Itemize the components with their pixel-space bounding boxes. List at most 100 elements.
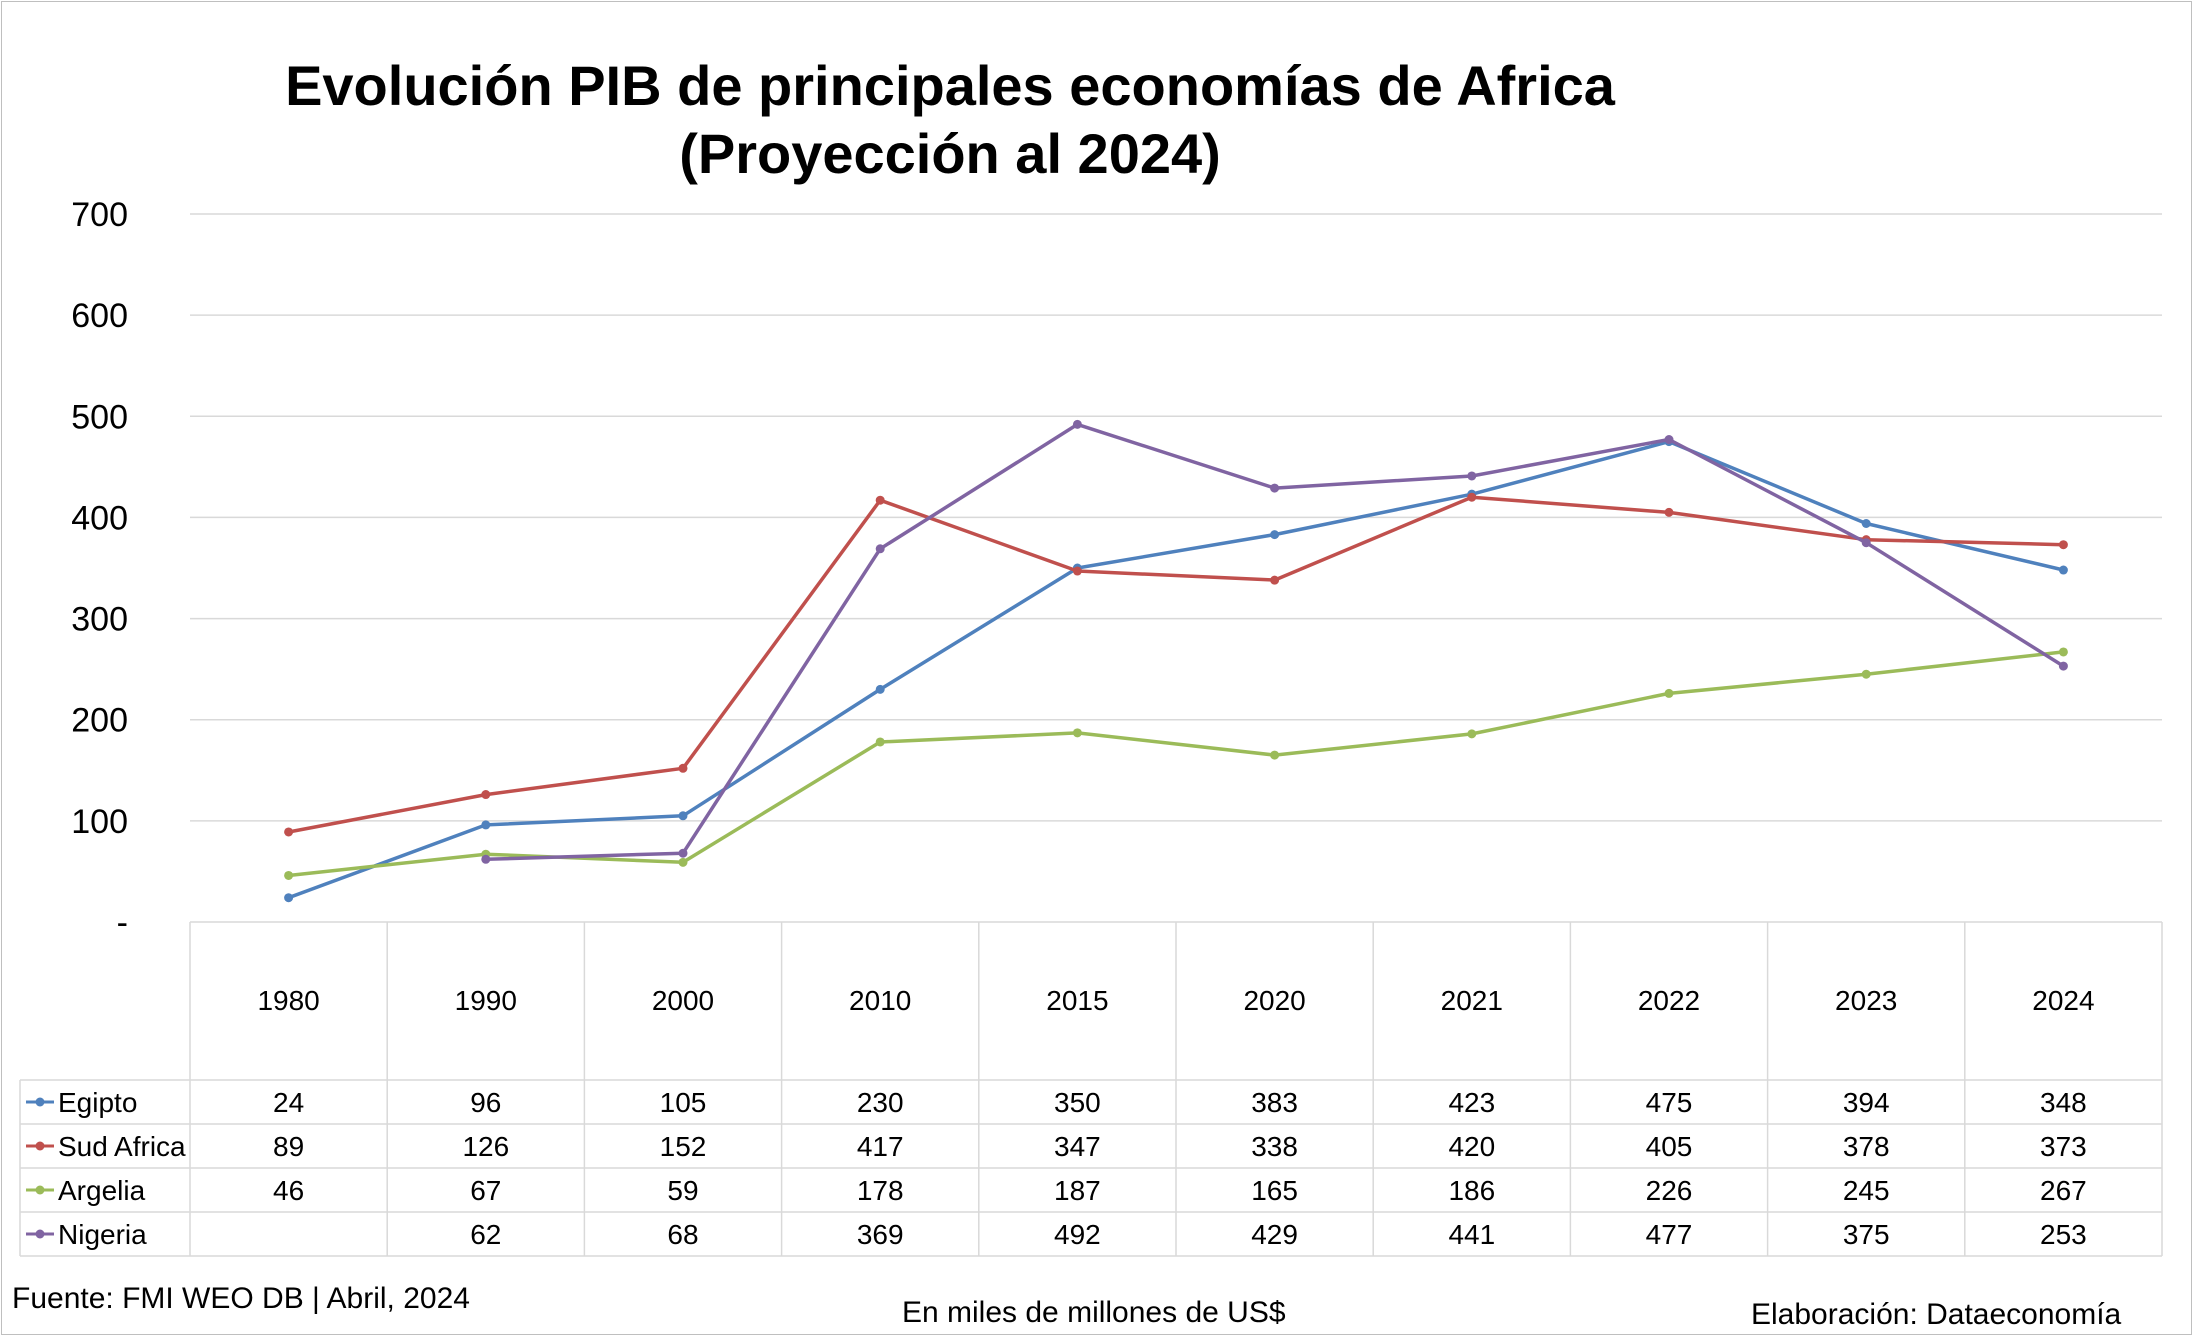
- data-point: [481, 790, 491, 800]
- x-tick-label: 2023: [1835, 985, 1897, 1016]
- data-table-value: 475: [1646, 1087, 1693, 1118]
- x-tick-label: 1990: [455, 985, 517, 1016]
- data-table-value: 369: [857, 1219, 904, 1250]
- data-table-value: 375: [1843, 1219, 1890, 1250]
- data-table-value: 267: [2040, 1175, 2087, 1206]
- data-table-value: 383: [1251, 1087, 1298, 1118]
- data-point: [1467, 729, 1477, 739]
- data-point: [678, 857, 688, 867]
- data-point: [1270, 575, 1280, 585]
- data-table-value: 477: [1646, 1219, 1693, 1250]
- x-tick-label: 2000: [652, 985, 714, 1016]
- data-point: [2058, 647, 2068, 657]
- data-table-value: 62: [470, 1219, 501, 1250]
- y-tick-label: 500: [71, 398, 128, 436]
- legend-key-marker: [35, 1141, 45, 1151]
- data-point: [481, 820, 491, 830]
- data-table-value: 226: [1646, 1175, 1693, 1206]
- data-point: [875, 544, 885, 554]
- data-table-value: 245: [1843, 1175, 1890, 1206]
- data-table-value: 46: [273, 1175, 304, 1206]
- data-point: [1467, 492, 1477, 502]
- legend-label: Nigeria: [58, 1219, 147, 1250]
- data-point: [1072, 728, 1082, 738]
- data-table-value: 165: [1251, 1175, 1298, 1206]
- data-table-value: 126: [462, 1131, 509, 1162]
- x-tick-label: 2021: [1441, 985, 1503, 1016]
- data-table-value: 68: [667, 1219, 698, 1250]
- data-point: [1861, 669, 1871, 679]
- data-table-value: 186: [1448, 1175, 1495, 1206]
- data-table-value: 24: [273, 1087, 304, 1118]
- data-point: [481, 854, 491, 864]
- chart-title: Evolución PIB de principales economías d…: [285, 54, 1615, 185]
- y-tick-label: 100: [71, 803, 128, 841]
- legend-label: Sud Africa: [58, 1131, 186, 1162]
- y-tick-label: 200: [71, 702, 128, 740]
- data-table-value: 105: [660, 1087, 707, 1118]
- x-tick-label: 2020: [1243, 985, 1305, 1016]
- data-point: [678, 848, 688, 858]
- data-point: [678, 811, 688, 821]
- y-tick-label: -: [117, 904, 128, 942]
- credit-note: Elaboración: Dataeconomía: [1751, 1298, 2122, 1331]
- data-table-value: 350: [1054, 1087, 1101, 1118]
- data-table-value: 441: [1448, 1219, 1495, 1250]
- legend-label: Egipto: [58, 1087, 137, 1118]
- legend-key-marker: [35, 1185, 45, 1195]
- x-tick-label: 1980: [257, 985, 319, 1016]
- x-tick-label: 2015: [1046, 985, 1108, 1016]
- data-table-value: 338: [1251, 1131, 1298, 1162]
- data-point: [284, 893, 294, 903]
- data-point: [2058, 565, 2068, 575]
- data-point: [1072, 419, 1082, 429]
- units-note: En miles de millones de US$: [902, 1296, 1286, 1329]
- data-point: [1664, 688, 1674, 698]
- data-table-value: 253: [2040, 1219, 2087, 1250]
- data-point: [875, 495, 885, 505]
- data-table-value: 230: [857, 1087, 904, 1118]
- data-table-value: 347: [1054, 1131, 1101, 1162]
- data-table-value: 67: [470, 1175, 501, 1206]
- data-table-value: 373: [2040, 1131, 2087, 1162]
- data-point: [1861, 518, 1871, 528]
- data-point: [1270, 483, 1280, 493]
- data-table-value: 89: [273, 1131, 304, 1162]
- data-point: [284, 870, 294, 880]
- data-table-value: 96: [470, 1087, 501, 1118]
- data-point: [1467, 471, 1477, 481]
- data-table-value: 420: [1448, 1131, 1495, 1162]
- data-point: [2058, 540, 2068, 550]
- legend-key-marker: [35, 1097, 45, 1107]
- data-point: [1072, 566, 1082, 576]
- data-table-value: 152: [660, 1131, 707, 1162]
- source-note: Fuente: FMI WEO DB | Abril, 2024: [12, 1282, 470, 1315]
- data-table-value: 59: [667, 1175, 698, 1206]
- data-point: [284, 827, 294, 837]
- data-point: [875, 737, 885, 747]
- data-point: [1861, 538, 1871, 548]
- data-table-value: 417: [857, 1131, 904, 1162]
- data-table-value: 378: [1843, 1131, 1890, 1162]
- data-table-value: 492: [1054, 1219, 1101, 1250]
- data-point: [678, 763, 688, 773]
- y-tick-label: 300: [71, 601, 128, 639]
- data-point: [1270, 750, 1280, 760]
- data-point: [1664, 507, 1674, 517]
- y-tick-label: 700: [71, 196, 128, 234]
- series-line-argelia: [286, 650, 2066, 878]
- data-table-value: 187: [1054, 1175, 1101, 1206]
- data-point: [1664, 435, 1674, 445]
- data-table-value: 423: [1448, 1087, 1495, 1118]
- x-tick-label: 2024: [2032, 985, 2094, 1016]
- data-table-value: 178: [857, 1175, 904, 1206]
- y-tick-label: 600: [71, 297, 128, 335]
- series-line-sud-africa: [286, 495, 2066, 834]
- data-table-value: 405: [1646, 1131, 1693, 1162]
- data-point: [1270, 530, 1280, 540]
- data-table-value: 394: [1843, 1087, 1890, 1118]
- x-tick-label: 2010: [849, 985, 911, 1016]
- series-line-egipto: [286, 439, 2066, 900]
